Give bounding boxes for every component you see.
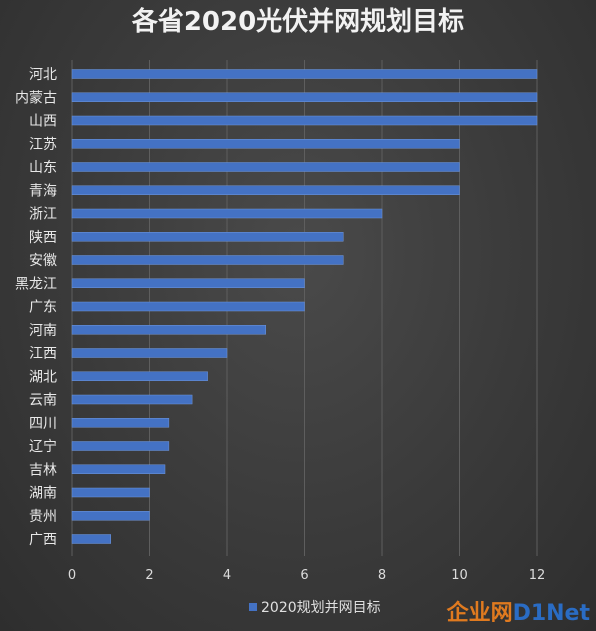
bar — [71, 232, 344, 242]
watermark-logo: 企业网D1Net — [446, 601, 590, 626]
x-tick-label: 12 — [529, 568, 546, 583]
x-tick-label: 10 — [451, 568, 468, 583]
category-label: 广东 — [29, 300, 57, 316]
category-label: 陕西 — [29, 230, 57, 246]
legend-label: 2020规划并网目标 — [261, 600, 381, 616]
legend-swatch — [249, 603, 257, 611]
category-label: 辽宁 — [29, 438, 57, 455]
bar — [71, 325, 266, 335]
category-label: 四川 — [29, 416, 57, 432]
bar — [71, 185, 460, 195]
category-label: 江苏 — [29, 137, 57, 153]
x-tick-label: 4 — [223, 568, 231, 583]
bars — [71, 69, 538, 544]
bar — [71, 394, 193, 405]
bar — [71, 69, 538, 79]
category-label: 湖南 — [29, 486, 57, 502]
bar — [71, 255, 344, 265]
bar — [71, 115, 538, 126]
bar — [71, 348, 228, 358]
bar — [71, 139, 460, 149]
bar — [71, 371, 208, 381]
bar — [71, 464, 166, 474]
category-label: 吉林 — [29, 462, 57, 478]
category-label: 黑龙江 — [15, 276, 57, 292]
category-label: 河北 — [29, 67, 57, 83]
legend: 2020规划并网目标 — [249, 600, 381, 616]
x-tick-label: 0 — [68, 568, 76, 583]
chart-title: 各省2020光伏并网规划目标 — [131, 6, 464, 37]
category-label: 山西 — [29, 114, 57, 130]
bar — [71, 534, 111, 544]
category-labels: 河北内蒙古山西江苏山东青海浙江陕西安徽黑龙江广东河南江西湖北云南四川辽宁吉林湖南… — [15, 67, 57, 548]
category-label: 内蒙古 — [15, 90, 57, 106]
category-label: 江西 — [29, 346, 57, 362]
bar — [71, 487, 150, 498]
bar — [71, 208, 383, 219]
category-label: 云南 — [29, 393, 57, 409]
x-axis-ticks: 0 2 4 6 8 10 12 — [68, 568, 545, 583]
bar — [71, 278, 305, 288]
category-label: 青海 — [29, 183, 57, 199]
x-tick-label: 6 — [300, 568, 308, 583]
x-tick-label: 2 — [145, 568, 153, 583]
category-label: 山东 — [29, 160, 57, 176]
x-tick-label: 8 — [378, 568, 386, 583]
category-label: 广西 — [29, 532, 57, 548]
bar — [71, 418, 170, 428]
bar — [71, 301, 305, 312]
category-label: 浙江 — [29, 207, 57, 223]
bar — [71, 92, 538, 102]
category-label: 河南 — [29, 323, 57, 339]
category-label: 湖北 — [29, 369, 57, 385]
bar — [71, 441, 170, 451]
category-label: 贵州 — [29, 509, 57, 525]
category-label: 安徽 — [29, 253, 57, 269]
bar — [71, 511, 150, 521]
bar — [71, 162, 460, 172]
